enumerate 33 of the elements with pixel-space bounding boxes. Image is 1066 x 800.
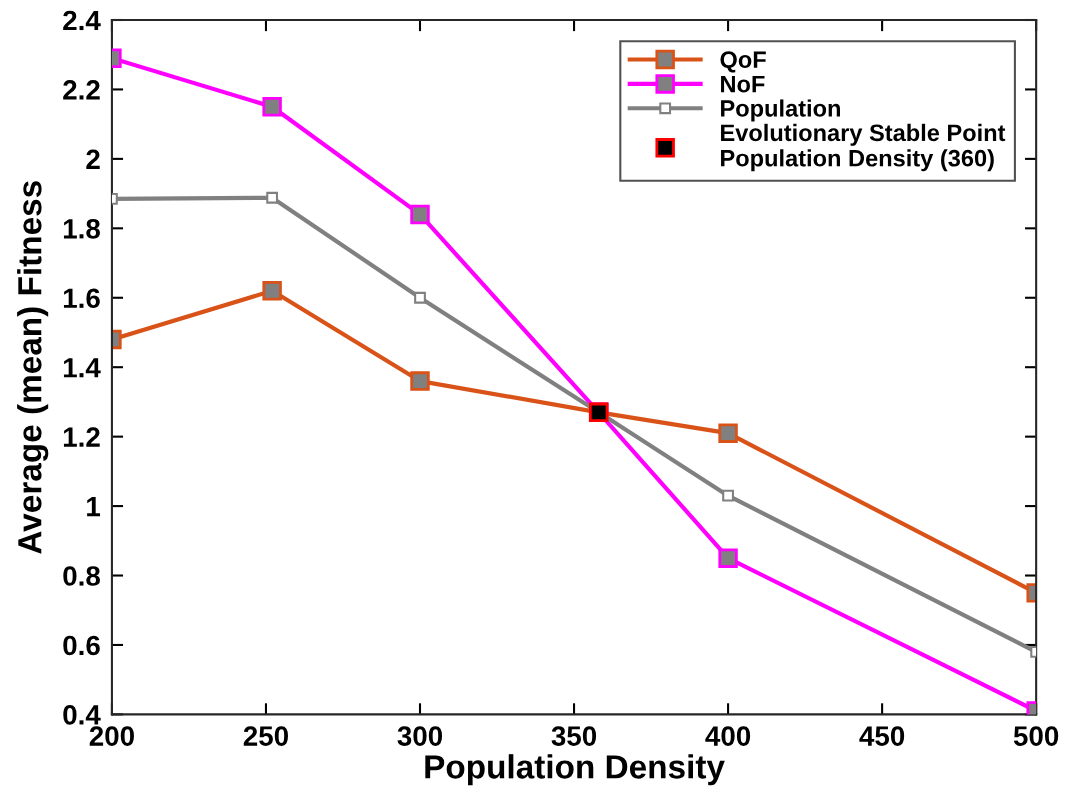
x-tick-label: 250 [243,726,288,746]
point [262,281,282,301]
x-axis-title: Population Density [425,754,725,786]
y-tick-label: 1.4 [63,358,101,378]
y-tick-label: 0.8 [63,566,100,586]
y-axis-title: Average (mean) Fitness [17,181,49,554]
legend-label: Population [721,99,840,122]
y-tick-label: 2 [86,149,100,169]
x-tick-label: 500 [1013,726,1059,746]
y-tick-label: 1.8 [63,218,100,239]
y-tick-label: 1 [87,497,101,517]
point [414,291,426,304]
x-tick-label: 300 [397,726,443,746]
x-tick-label: 400 [705,726,751,746]
point [266,191,279,204]
y-tick-label: 1.2 [63,427,100,447]
x-tick-label: 200 [89,726,134,746]
y-tick-label: 2.4 [63,10,101,31]
point [722,489,734,502]
point [718,423,738,443]
point [410,371,430,391]
legend-label: Evolutionary Stable Point Population Density (360) [721,123,1006,172]
x-tick-label: 450 [859,726,905,746]
legend-label: QoF [720,51,766,73]
x-tick-label: 350 [551,726,597,746]
point [262,97,282,117]
y-tick-label: 0.4 [63,705,101,725]
point [718,548,738,568]
point [410,204,430,225]
legend-label: NoF [721,75,765,93]
y-tick-label: 1.6 [63,288,100,309]
y-tick-label: 2.2 [63,80,100,100]
y-tick-label: 0.6 [63,635,100,656]
